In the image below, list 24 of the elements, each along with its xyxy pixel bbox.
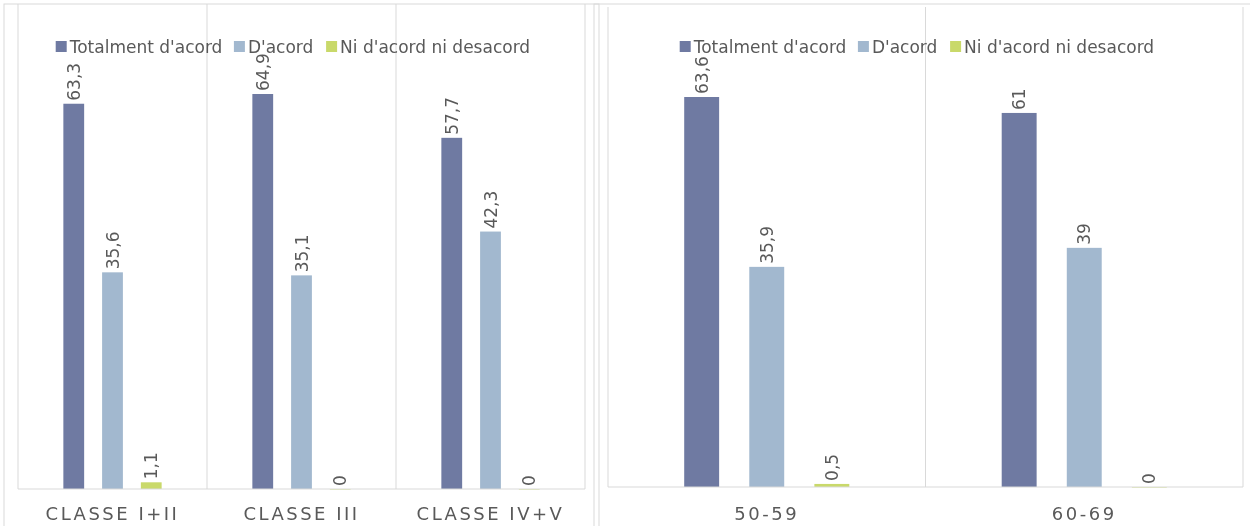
data-label: 35,6 xyxy=(102,231,123,270)
data-label: 57,7 xyxy=(441,96,462,135)
x-tick-label: 60-69 xyxy=(1051,503,1117,524)
legend-label: D'acord xyxy=(871,37,938,57)
data-label: 35,9 xyxy=(756,226,777,264)
legend-label: Ni d'acord ni desacord xyxy=(340,37,531,57)
x-tick-label: 50-59 xyxy=(734,503,800,524)
data-label: 0 xyxy=(330,475,351,486)
legend-label: Totalment d'acord xyxy=(692,37,847,57)
data-label: 35,1 xyxy=(291,234,312,273)
data-label: 0,5 xyxy=(821,453,842,481)
data-label: 63,3 xyxy=(63,62,84,101)
legend-label: Totalment d'acord xyxy=(68,37,223,57)
x-tick-label: CLASSE I+II xyxy=(45,503,180,524)
x-tick-label: CLASSE IV+V xyxy=(416,503,565,524)
data-label: 0 xyxy=(1139,473,1160,484)
data-label: 0 xyxy=(519,475,540,486)
data-label: 1,1 xyxy=(141,452,162,480)
x-tick-label: CLASSE III xyxy=(243,503,360,524)
data-label: 42,3 xyxy=(480,190,501,229)
data-label: 61 xyxy=(1009,88,1030,110)
data-label: 63,6 xyxy=(691,56,712,94)
legend-label: Ni d'acord ni desacord xyxy=(964,37,1155,57)
data-label: 39 xyxy=(1074,223,1095,245)
